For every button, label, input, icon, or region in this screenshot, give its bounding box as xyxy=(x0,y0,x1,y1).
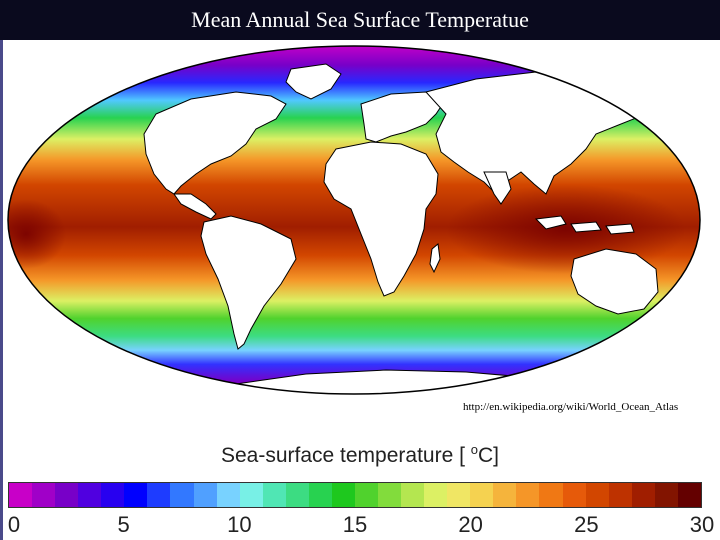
colorbar-swatch xyxy=(401,483,425,507)
colorbar-swatch xyxy=(147,483,171,507)
slide-border xyxy=(0,40,3,540)
colorbar-swatch xyxy=(216,483,240,507)
greenland xyxy=(285,63,342,100)
colorbar-swatch xyxy=(424,483,448,507)
colorbar-swatch xyxy=(447,483,471,507)
colorbar-swatch xyxy=(654,483,678,507)
colorbar-swatch xyxy=(516,483,540,507)
colorbar-swatch xyxy=(562,483,586,507)
colorbar-ticks: 0 5 10 15 20 25 30 xyxy=(0,512,720,540)
tick-label: 10 xyxy=(227,512,252,537)
source-url[interactable]: http://en.wikipedia.org/wiki/World_Ocean… xyxy=(463,401,679,413)
colorbar-swatch xyxy=(170,483,194,507)
colorbar-swatch xyxy=(608,483,632,507)
tick-label: 5 xyxy=(117,512,130,537)
colorbar-swatch xyxy=(308,483,332,507)
europe xyxy=(360,91,447,143)
tick-label: 15 xyxy=(342,512,368,537)
colorbar-swatch xyxy=(239,483,263,507)
colorbar-swatch xyxy=(285,483,309,507)
north-america xyxy=(143,91,287,195)
colorbar-swatch xyxy=(539,483,563,507)
colorbar-swatch xyxy=(585,483,609,507)
title-bar: Mean Annual Sea Surface Temperatue xyxy=(0,0,720,40)
colorbar-swatch xyxy=(470,483,494,507)
central-america xyxy=(173,193,217,220)
colorbar-swatch xyxy=(55,483,79,507)
tick-label: 0 xyxy=(7,512,21,537)
tick-label: 25 xyxy=(574,512,599,537)
map-outline xyxy=(7,45,701,395)
degree-symbol: o xyxy=(470,442,478,457)
colorbar xyxy=(8,482,702,508)
legend-title-suffix: ] xyxy=(493,444,500,467)
africa xyxy=(323,141,439,297)
sst-map xyxy=(6,44,702,396)
colorbar-swatch xyxy=(101,483,125,507)
legend-title-prefix: Sea-surface temperature [ xyxy=(220,444,471,467)
australia xyxy=(570,248,659,315)
legend-title: Sea-surface temperature [ oC] xyxy=(0,442,720,468)
colorbar-swatch xyxy=(193,483,217,507)
colorbar-swatch xyxy=(331,483,355,507)
warm-pool xyxy=(446,184,686,274)
colorbar-swatch xyxy=(124,483,148,507)
colorbar-swatch xyxy=(78,483,102,507)
indonesia xyxy=(534,215,635,235)
colorbar-swatch xyxy=(9,483,33,507)
india xyxy=(483,171,512,205)
madagascar xyxy=(429,243,441,274)
colorbar-swatch xyxy=(677,483,701,507)
sst-map-svg xyxy=(7,45,701,395)
colorbar-swatch xyxy=(262,483,286,507)
legend-title-unit: C xyxy=(478,444,494,467)
warm-pool-west xyxy=(8,199,66,269)
colorbar-swatch xyxy=(493,483,517,507)
page-title: Mean Annual Sea Surface Temperatue xyxy=(191,7,529,32)
south-america xyxy=(200,215,297,350)
tick-label: 20 xyxy=(458,512,483,537)
colorbar-swatch xyxy=(354,483,378,507)
colorbar-swatch xyxy=(378,483,402,507)
colorbar-swatch xyxy=(631,483,655,507)
colorbar-swatch xyxy=(32,483,56,507)
tick-label: 30 xyxy=(689,512,715,537)
